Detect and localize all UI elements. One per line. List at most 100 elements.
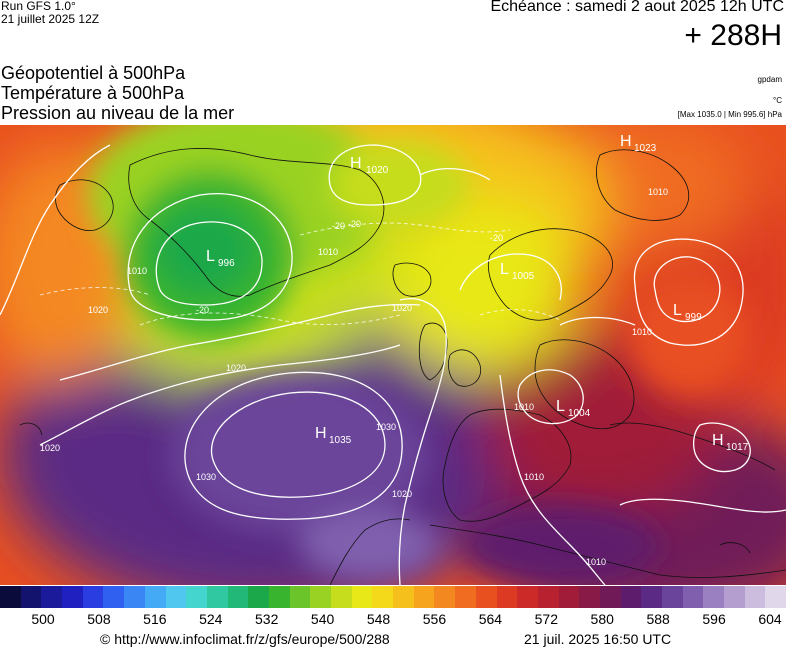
colorbar-cell — [0, 586, 21, 608]
colorbar-cell — [124, 586, 145, 608]
center-letter: H — [712, 432, 724, 449]
isotherm-labels: -20 -20 -20 -20 — [196, 219, 503, 315]
colorbar-cell — [393, 586, 414, 608]
center-value: 1005 — [512, 271, 535, 282]
colorbar-cell — [62, 586, 83, 608]
colorbar-cell — [537, 586, 559, 608]
colorbar-tick-label: 524 — [199, 611, 223, 627]
isobar-label: 1010 — [318, 247, 338, 257]
colorbar-tick-label: 516 — [143, 611, 167, 627]
map-canvas: 1010 1010 1020 1020 1020 1020 1030 1030 … — [0, 125, 786, 585]
center-letter: L — [206, 248, 215, 265]
layer-list: Géopotentiel à 500hPa Température à 500h… — [1, 63, 234, 123]
isobar-label: 1020 — [226, 363, 246, 373]
colorbar-cell — [82, 586, 104, 608]
colorbar-cell — [165, 586, 187, 608]
colorbar-cell — [186, 586, 207, 608]
center-letter: H — [620, 133, 632, 150]
colorbar-cell — [331, 586, 352, 608]
colorbar-cell — [765, 586, 786, 608]
lead-time: + 288H — [684, 19, 782, 52]
valid-time: Echéance : samedi 2 aout 2025 12h UTC — [490, 0, 784, 15]
pressure-center-high: H 1020 — [350, 155, 389, 176]
layer-temperature: Température à 500hPa — [1, 83, 185, 103]
isobar-label: 1030 — [196, 472, 216, 482]
weather-map[interactable]: 1010 1010 1020 1020 1020 1020 1030 1030 … — [0, 125, 786, 585]
colorbar-cell — [682, 586, 704, 608]
generated-time: 21 juil. 2025 16:50 UTC — [524, 631, 672, 647]
colorbar-tick-label: 604 — [758, 611, 782, 627]
colorbar-tick-label: 564 — [478, 611, 503, 627]
unit-temperature: °C — [773, 96, 782, 105]
pressure-center-high: H 1023 — [620, 133, 657, 154]
layer-geopotential: Géopotentiel à 500hPa — [1, 63, 186, 83]
center-value: 996 — [218, 258, 235, 269]
pressure-center-low: L 999 — [673, 302, 702, 323]
colorbar-cell — [724, 586, 745, 608]
colorbar-tick-label: 572 — [534, 611, 558, 627]
unit-pressure: [Max 1035.0 | Min 995.6] hPa — [677, 110, 782, 119]
isobars — [0, 144, 786, 585]
pressure-center-low: L 1005 — [500, 261, 535, 282]
isobar-label: 1010 — [514, 402, 534, 412]
colorbar-tick-label: 548 — [366, 611, 391, 627]
isobar-label: 1030 — [376, 422, 396, 432]
colorbar-tick-label: 540 — [310, 611, 335, 627]
center-value: 1023 — [634, 143, 657, 154]
run-date: 21 juillet 2025 12Z — [1, 12, 100, 26]
colorbar-cell — [206, 586, 228, 608]
pressure-centers: H 1020 H 1023 L 996 L 1005 L 999 L 1004 — [206, 133, 749, 453]
colorbar-cell — [268, 586, 290, 608]
colorbar-cell — [289, 586, 311, 608]
center-value: 999 — [685, 312, 702, 323]
isobar-label: 1020 — [40, 443, 60, 453]
pressure-center-high: H 1035 — [315, 425, 352, 446]
colorbar-cell — [517, 586, 538, 608]
coastlines — [19, 148, 786, 585]
colorbar-cell — [662, 586, 683, 608]
colorbar — [0, 586, 786, 608]
isobar-label: 1010 — [648, 187, 668, 197]
colorbar-tick-label: 532 — [255, 611, 279, 627]
colorbar-cell — [641, 586, 662, 608]
isobar-label: 1020 — [392, 303, 412, 313]
colorbar-cell — [455, 586, 476, 608]
isobar-label: 1010 — [586, 557, 606, 567]
center-value: 1017 — [726, 442, 749, 453]
colorbar-cell — [599, 586, 621, 608]
isobar-label: 1010 — [127, 266, 147, 276]
colorbar-cell — [248, 586, 269, 608]
colorbar-cell — [20, 586, 42, 608]
colorbar-cell — [558, 586, 580, 608]
colorbar-tick-label: 500 — [31, 611, 55, 627]
geopotential-field — [0, 125, 786, 585]
center-value: 1004 — [568, 408, 591, 419]
isotherm-label: -20 — [348, 219, 361, 229]
colorbar-cell — [310, 586, 331, 608]
isotherm-label: -20 — [196, 305, 209, 315]
unit-geopotential: gpdam — [757, 75, 782, 84]
colorbar-tick-label: 508 — [87, 611, 111, 627]
colorbar-cell — [434, 586, 456, 608]
pressure-center-high: H 1017 — [712, 432, 749, 453]
center-letter: L — [500, 261, 509, 278]
center-letter: L — [673, 302, 682, 319]
colorbar-cell — [413, 586, 435, 608]
center-value: 1035 — [329, 435, 352, 446]
colorbar-cell — [744, 586, 766, 608]
pressure-center-low: L 1004 — [556, 398, 591, 419]
isotherms — [39, 222, 561, 326]
colorbar-cell — [475, 586, 497, 608]
isobar-label: 1020 — [88, 305, 108, 315]
colorbar-cell — [144, 586, 166, 608]
colorbar-tick-label: 588 — [646, 611, 670, 627]
center-letter: H — [315, 425, 327, 442]
colorbar-cell — [103, 586, 125, 608]
colorbar-cell — [703, 586, 725, 608]
center-value: 1020 — [366, 165, 389, 176]
source-link[interactable]: © http://www.infoclimat.fr/z/gfs/europe/… — [100, 631, 390, 647]
pressure-center-low: L 996 — [206, 248, 235, 269]
colorbar-cell — [41, 586, 63, 608]
isobar-label: 1010 — [632, 327, 652, 337]
isotherm-label: -20 — [490, 233, 503, 243]
